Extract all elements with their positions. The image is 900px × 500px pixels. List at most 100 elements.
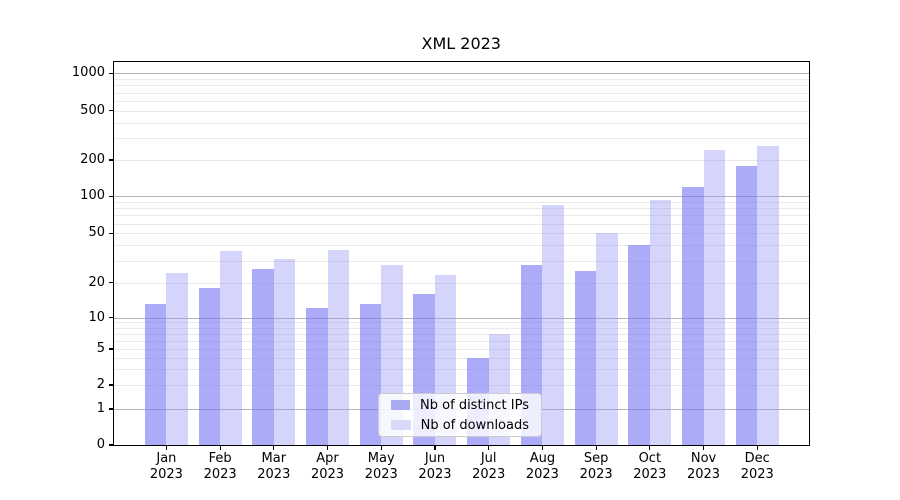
x-tick-label: Oct 2023 — [633, 451, 667, 482]
x-tick-label: Sep 2023 — [579, 451, 613, 482]
x-tick-label: Apr 2023 — [310, 451, 345, 482]
bar-downloads-aug — [542, 204, 564, 445]
y-tick-label: 100 — [80, 188, 105, 204]
legend-label-distinct-ips: Nb of distinct IPs — [420, 397, 529, 413]
x-tick-mark — [649, 445, 651, 450]
x-tick-mark — [702, 445, 705, 450]
x-tick-mark — [380, 445, 382, 450]
gridline-minor — [114, 385, 809, 386]
gridline-minor — [114, 208, 809, 210]
bar-distinct-ips-feb — [198, 288, 221, 445]
x-tick-mark — [165, 445, 167, 450]
bar-downloads-nov — [703, 150, 726, 445]
legend-swatch-downloads — [391, 420, 411, 430]
y-tick-mark — [109, 317, 114, 319]
y-tick-label: 10 — [88, 309, 105, 325]
gridline-minor — [114, 333, 809, 335]
y-tick-mark — [109, 72, 114, 74]
y-tick-mark — [109, 232, 114, 234]
gridline-minor — [114, 369, 809, 371]
y-tick-mark — [109, 444, 114, 446]
x-tick-mark — [756, 445, 758, 450]
bars-layer — [114, 62, 809, 446]
y-tick-mark — [109, 384, 114, 386]
bar-downloads-jan — [166, 272, 188, 445]
bar-distinct-ips-nov — [682, 186, 704, 445]
y-tick-mark — [109, 159, 114, 161]
bar-distinct-ips-jan — [144, 304, 167, 445]
gridline-minor — [114, 201, 809, 203]
gridline-minor — [114, 78, 809, 80]
bar-downloads-dec — [757, 145, 779, 445]
gridline-minor — [114, 357, 809, 359]
x-tick-label: Mar 2023 — [257, 451, 291, 482]
gridline-major — [114, 73, 809, 75]
x-tick-label: Feb 2023 — [203, 451, 237, 482]
y-tick-label: 500 — [80, 102, 105, 118]
x-tick-label: May 2023 — [364, 451, 398, 482]
x-tick-mark — [541, 445, 543, 450]
chart-title: XML 2023 — [421, 34, 501, 53]
gridline-minor — [114, 122, 809, 124]
gridline-minor — [114, 92, 809, 94]
y-tick-mark — [109, 282, 114, 284]
y-tick-mark — [109, 348, 114, 350]
x-tick-label: Jun 2023 — [418, 451, 452, 482]
gridline-major — [114, 196, 809, 198]
y-tick-label: 1000 — [71, 65, 105, 81]
legend: Nb of distinct IPs Nb of downloads — [378, 393, 542, 437]
gridline-minor — [114, 322, 809, 324]
y-tick-label: 0 — [96, 437, 105, 452]
y-tick-label: 2 — [96, 377, 105, 392]
bar-distinct-ips-oct — [628, 245, 650, 445]
x-tick-mark — [595, 445, 597, 450]
x-tick-label: Dec 2023 — [740, 451, 774, 482]
y-tick-label: 200 — [80, 152, 105, 167]
gridline-minor — [114, 340, 809, 342]
bar-downloads-feb — [220, 251, 242, 445]
x-tick-label: Nov 2023 — [686, 451, 721, 482]
y-tick-label: 50 — [88, 225, 105, 241]
gridline-major — [114, 317, 809, 319]
bar-distinct-ips-mar — [252, 268, 274, 445]
y-tick-mark — [109, 110, 114, 112]
gridline-minor — [114, 245, 809, 247]
gridline-minor — [114, 215, 809, 217]
gridline-minor — [114, 85, 809, 87]
gridline-minor — [114, 160, 809, 161]
bar-downloads-mar — [273, 259, 296, 445]
x-tick-mark — [434, 445, 436, 450]
x-tick-label: Jul 2023 — [472, 451, 506, 482]
legend-label-downloads: Nb of downloads — [420, 417, 529, 433]
legend-swatch-distinct-ips — [391, 400, 411, 410]
bar-distinct-ips-sep — [574, 270, 597, 445]
gridline-minor — [114, 349, 809, 350]
legend-entry-distinct-ips: Nb of distinct IPs — [391, 398, 529, 413]
bar-downloads-apr — [327, 249, 350, 445]
gridline-minor — [114, 138, 809, 140]
gridline-minor — [114, 110, 809, 112]
grid-layer — [114, 62, 809, 446]
gridline-minor — [114, 282, 809, 284]
y-tick-mark — [109, 195, 114, 197]
plot-area — [114, 62, 809, 446]
gridline-minor — [114, 223, 809, 225]
x-tick-label: Aug 2023 — [525, 451, 559, 482]
x-tick-label: Jan 2023 — [149, 451, 183, 482]
x-tick-mark — [273, 445, 275, 450]
x-tick-mark — [219, 445, 221, 450]
y-tick-label: 5 — [96, 341, 105, 356]
bar-distinct-ips-apr — [306, 308, 328, 445]
legend-entry-downloads: Nb of downloads — [391, 418, 529, 433]
gridline-minor — [114, 100, 809, 102]
y-tick-label: 20 — [88, 274, 105, 290]
bar-distinct-ips-dec — [735, 165, 758, 445]
y-tick-mark — [109, 408, 114, 410]
bar-downloads-oct — [649, 200, 672, 445]
y-tick-label: 1 — [96, 401, 105, 416]
bar-downloads-sep — [596, 233, 618, 445]
gridline-minor — [114, 233, 809, 235]
gridline-minor — [114, 260, 809, 262]
gridline-minor — [114, 327, 809, 329]
